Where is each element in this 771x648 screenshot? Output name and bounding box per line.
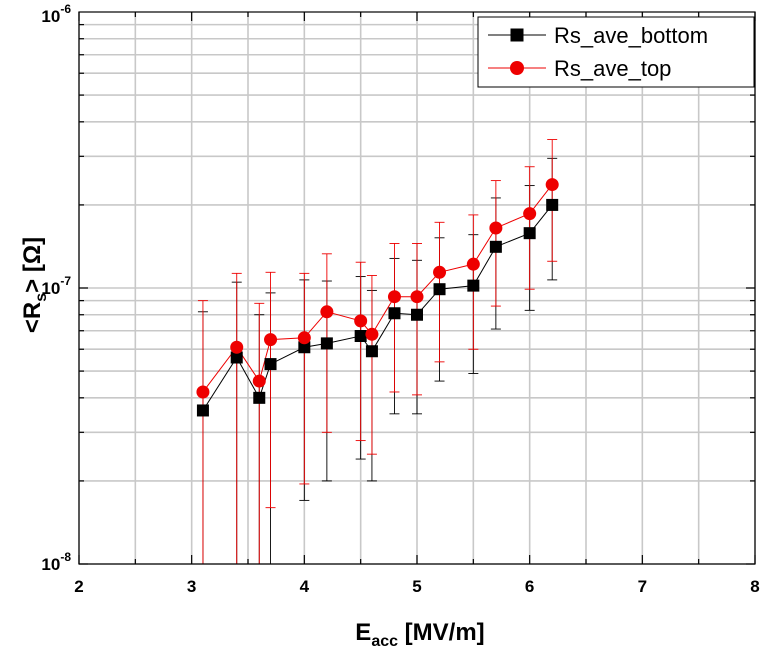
legend-box: [477, 16, 755, 88]
data-point-Rs_ave_top: [365, 327, 379, 341]
data-point-Rs_ave_bottom: [433, 283, 446, 296]
y-axis-title: <Rs> [Ω]: [19, 237, 50, 333]
x-tick-label: 3: [187, 577, 196, 596]
data-point-Rs_ave_bottom: [253, 391, 266, 404]
data-point-Rs_ave_bottom: [546, 198, 559, 211]
data-point-Rs_ave_top: [264, 333, 278, 347]
data-point-Rs_ave_bottom: [230, 351, 243, 364]
x-tick-label: 7: [638, 577, 647, 596]
y-tick-label: 10-8: [41, 550, 71, 574]
x-tick-label: 4: [300, 577, 310, 596]
axis-ticks: [78, 12, 756, 565]
data-point-Rs_ave_bottom: [264, 358, 277, 371]
data-point-Rs_ave_bottom: [489, 240, 502, 253]
legend-label-top: Rs_ave_top: [554, 56, 671, 81]
y-tick-label: 10-6: [41, 2, 71, 26]
data-point-Rs_ave_bottom: [196, 404, 209, 417]
x-axis-title-sub: acc: [371, 633, 398, 648]
data-point-Rs_ave_bottom: [467, 279, 480, 292]
y-tick-exponent: -6: [60, 2, 71, 16]
legend-marker-top: [510, 61, 524, 75]
y-axis-title-open: <R: [19, 302, 46, 333]
y-tick-base: 10: [41, 7, 60, 26]
y-tick-labels: 10-810-710-6: [41, 2, 71, 574]
legend-marker-bottom: [510, 28, 524, 42]
legend: Rs_ave_bottom Rs_ave_top: [477, 16, 755, 88]
data-point-Rs_ave_bottom: [388, 307, 401, 320]
y-tick-exponent: -7: [60, 274, 71, 288]
data-point-Rs_ave_top: [410, 290, 424, 304]
x-tick-label: 6: [525, 577, 534, 596]
y-tick-base: 10: [41, 555, 60, 574]
y-tick-label: 10-7: [41, 274, 71, 298]
x-tick-label: 2: [74, 577, 83, 596]
data-point-Rs_ave_top: [230, 340, 244, 354]
data-point-Rs_ave_bottom: [365, 345, 378, 358]
data-point-Rs_ave_top: [387, 290, 401, 304]
x-axis-title: Eacc [MV/m]: [355, 619, 484, 648]
data-point-Rs_ave_top: [466, 257, 480, 271]
data-point-Rs_ave_top: [252, 374, 266, 388]
x-tick-label: 8: [750, 577, 759, 596]
y-axis-title-close: > [Ω]: [19, 237, 46, 293]
data-point-Rs_ave_top: [320, 305, 334, 319]
data-point-Rs_ave_top: [196, 385, 210, 399]
data-point-Rs_ave_bottom: [523, 227, 536, 240]
y-tick-base: 10: [41, 279, 60, 298]
data-point-Rs_ave_top: [354, 314, 368, 328]
data-point-Rs_ave_top: [489, 221, 503, 235]
x-axis-title-rest: [MV/m]: [398, 619, 485, 646]
data-point-Rs_ave_bottom: [298, 341, 311, 354]
legend-label-bottom: Rs_ave_bottom: [554, 23, 708, 48]
data-markers: [196, 178, 559, 417]
data-point-Rs_ave_top: [523, 207, 537, 221]
data-point-Rs_ave_top: [433, 265, 447, 279]
y-tick-exponent: -8: [60, 550, 71, 564]
y-axis-title-sub: s: [33, 293, 50, 302]
data-point-Rs_ave_top: [297, 331, 311, 345]
data-point-Rs_ave_bottom: [320, 337, 333, 350]
data-point-Rs_ave_bottom: [354, 330, 367, 343]
x-tick-labels: 2 3 4 5 6 7 8: [74, 577, 759, 596]
data-point-Rs_ave_bottom: [411, 308, 423, 321]
x-tick-label: 5: [412, 577, 421, 596]
x-axis-title-main: E: [355, 619, 371, 646]
data-point-Rs_ave_top: [545, 178, 559, 192]
